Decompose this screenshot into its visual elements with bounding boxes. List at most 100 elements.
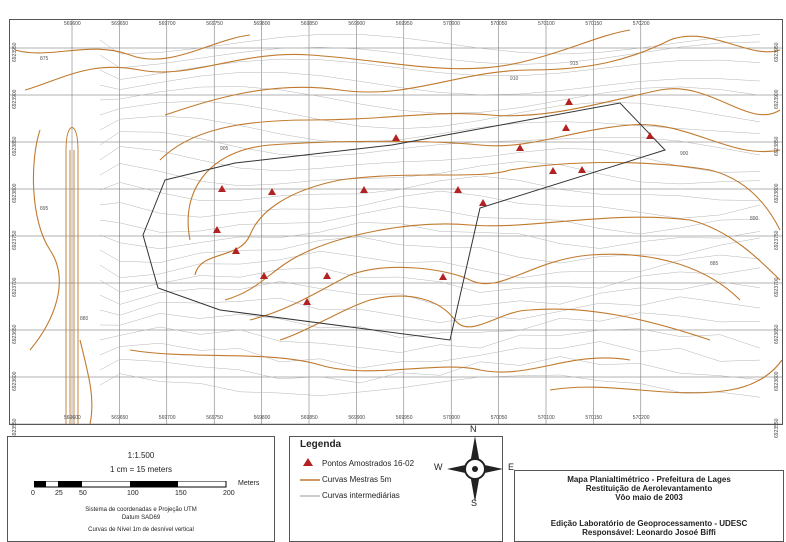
tick-label: 569900 xyxy=(348,415,366,421)
master-contour-symbol xyxy=(300,479,320,481)
road-corridor xyxy=(65,127,79,424)
contour-label: 880 xyxy=(80,316,89,322)
contour-label: 910 xyxy=(510,76,519,82)
tick-label: 6923950 xyxy=(774,42,780,62)
tick-label: 569750 xyxy=(206,415,223,421)
compass-e: E xyxy=(508,462,515,472)
tick-label: 6923850 xyxy=(774,136,780,156)
scale-cm: 1 cm = 15 meters xyxy=(109,465,173,474)
scale-panel: 1:1.500 1 cm = 15 meters 0 25 50 100 150 200 … xyxy=(7,436,275,542)
road-end xyxy=(65,127,79,151)
datum: Datum SAD69 xyxy=(121,515,161,521)
tick-label: 6923900 xyxy=(774,89,780,109)
tick-label: 6923700 xyxy=(774,277,780,297)
north-arrow: N S W E xyxy=(430,424,520,510)
tick-label: 6923950 xyxy=(12,42,18,62)
sample-point xyxy=(218,185,226,192)
map-canvas[interactable]: 915 910 905 900 895 890 885 880 875 xyxy=(10,20,782,424)
master-contour-line xyxy=(129,349,631,373)
scale-bar xyxy=(34,481,227,488)
sample-point xyxy=(360,186,368,193)
intermediate-contour-line xyxy=(99,341,761,369)
scale-bar-label: 100 xyxy=(127,490,139,497)
tick-label: 570200 xyxy=(632,21,650,27)
scale-bar-label: 50 xyxy=(79,490,87,497)
title-line-4: Edição Laboratório de Geoprocessamento -… xyxy=(550,519,748,528)
contour-label: 915 xyxy=(570,61,579,67)
tick-label: 6923600 xyxy=(12,371,18,391)
intermediate-contour-line xyxy=(99,34,761,55)
contour-label: 895 xyxy=(40,206,49,212)
master-contour-line xyxy=(187,124,781,241)
master-contour-line xyxy=(29,129,60,351)
scale-unit: Meters xyxy=(238,480,260,487)
title-block: Mapa Planialtimétrico - Prefeitura de La… xyxy=(514,470,784,542)
tick-label: 6923900 xyxy=(12,89,18,109)
scale-bar-label: 0 xyxy=(31,490,35,497)
intermediate-contour-symbol xyxy=(300,495,320,497)
sample-point xyxy=(646,132,654,139)
tick-label: 6923600 xyxy=(774,371,780,391)
master-contour-line xyxy=(159,88,781,161)
contour-label: 885 xyxy=(710,261,719,267)
tick-label: 570050 xyxy=(490,21,508,27)
tick-label: 570100 xyxy=(538,415,555,421)
intermediate-contours xyxy=(99,34,761,398)
sample-point xyxy=(562,124,570,131)
intermediate-contour-line xyxy=(99,72,761,96)
tick-label: 570050 xyxy=(490,415,508,421)
tick-label: 570200 xyxy=(632,415,650,421)
sample-point xyxy=(549,167,557,174)
intermediate-contour-line xyxy=(99,58,761,80)
tick-label: 570150 xyxy=(585,415,603,421)
tick-label: 570150 xyxy=(585,21,603,27)
map-frame[interactable]: 915 910 905 900 895 890 885 880 875 569600 569650… xyxy=(9,19,783,438)
tick-label: 569750 xyxy=(206,21,223,27)
tick-label: 570000 xyxy=(443,415,460,421)
tick-label: 569650 xyxy=(111,21,129,27)
intermediate-contour-line xyxy=(99,206,761,235)
intermediate-contour-line xyxy=(99,41,761,69)
master-contour-line xyxy=(224,216,781,301)
tick-label: 570100 xyxy=(538,21,555,27)
tick-label: 569600 xyxy=(64,415,81,421)
tick-label: 6923850 xyxy=(12,136,18,156)
sample-point xyxy=(578,166,586,173)
tick-label: 569850 xyxy=(301,21,318,27)
master-contour-line xyxy=(279,295,711,341)
tick-label: 569850 xyxy=(301,415,318,421)
tick-label: 569700 xyxy=(158,415,176,421)
compass-n: N xyxy=(470,424,477,434)
tick-label: 6923550 xyxy=(774,418,780,438)
title-line-1: Mapa Planialtimétrico - Prefeitura de La… xyxy=(567,475,731,484)
sample-point xyxy=(213,226,221,233)
contour-note: Curvas de Nível 1m de desnível vertical xyxy=(88,527,194,533)
sample-point xyxy=(454,186,462,193)
legend-item-master: Curvas Mestras 5m xyxy=(322,475,392,484)
intermediate-contour-line xyxy=(99,296,761,324)
sample-point xyxy=(439,273,447,280)
sample-point xyxy=(479,199,487,206)
contour-label: 875 xyxy=(40,56,49,62)
tick-label: 6923750 xyxy=(774,230,780,250)
sample-point xyxy=(260,272,268,279)
master-contour-line xyxy=(164,35,781,116)
title-line-3: Vôo maio de 2003 xyxy=(615,493,683,502)
intermediate-contour-line xyxy=(99,175,761,201)
tick-label: 6923700 xyxy=(12,277,18,297)
intermediate-contour-line xyxy=(99,250,761,279)
tick-label: 6923650 xyxy=(12,324,18,344)
intermediate-contour-line xyxy=(99,100,761,130)
master-contour-line xyxy=(79,339,93,424)
contour-label: 905 xyxy=(220,146,229,152)
tick-label: 569950 xyxy=(395,21,413,27)
legend-item-intermediate: Curvas intermediárias xyxy=(322,491,400,500)
scale-bar-label: 200 xyxy=(223,490,235,497)
sample-point xyxy=(323,272,331,279)
sample-point-symbol xyxy=(303,458,313,466)
tick-label: 6923800 xyxy=(12,183,18,203)
scale-bar-label: 150 xyxy=(175,490,187,497)
master-contour-line xyxy=(549,359,782,394)
contour-label: 890 xyxy=(750,216,759,222)
master-contour-line xyxy=(14,34,251,60)
